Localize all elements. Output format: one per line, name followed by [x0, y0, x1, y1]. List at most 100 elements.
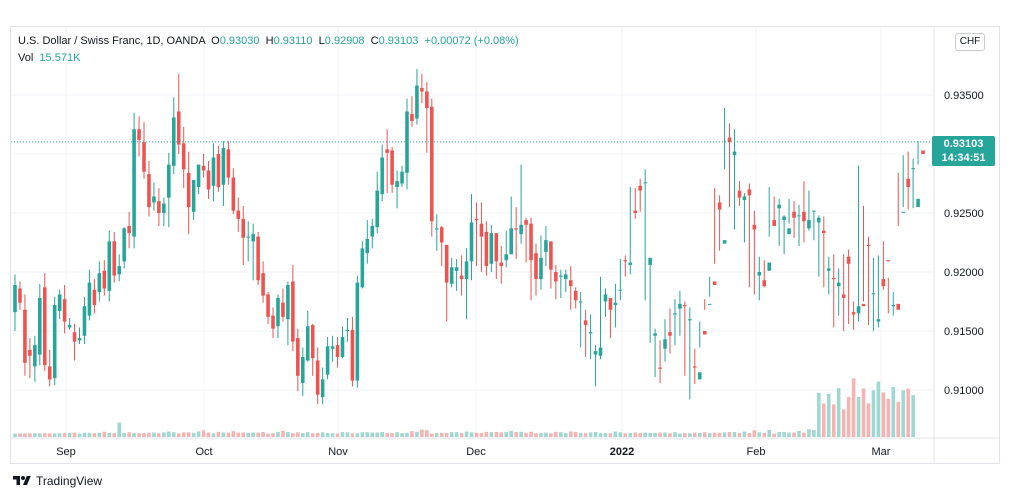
high-value: 0.93110: [273, 35, 313, 47]
volume-bar: [28, 433, 32, 437]
time-axis[interactable]: Sep Oct Nov Dec 2022 Feb Mar: [56, 446, 891, 458]
candle-body: [231, 177, 236, 211]
volume-bar: [797, 431, 801, 437]
volume-bar: [400, 432, 404, 437]
last-price-value: 0.93103: [943, 138, 984, 150]
volume-bar: [330, 433, 335, 437]
volume-bar: [320, 432, 325, 437]
volume-bar: [176, 433, 181, 437]
volume-bar: [891, 386, 896, 437]
volume-bar: [911, 395, 915, 437]
candle-body: [206, 170, 211, 190]
volume-bar: [395, 432, 399, 437]
candle-body: [236, 210, 241, 219]
candle-body: [886, 260, 891, 262]
candle-body: [72, 332, 77, 342]
candle-body: [454, 267, 459, 271]
volume-bar: [410, 431, 414, 437]
volume-bar: [256, 432, 260, 437]
candle-body: [67, 325, 72, 328]
volume-bar: [474, 432, 479, 437]
volume-bar: [281, 430, 285, 437]
candle-body: [583, 320, 588, 326]
volume-bar: [752, 430, 757, 437]
candle-body: [643, 182, 647, 184]
volume-bar: [276, 431, 280, 437]
price-axis[interactable]: 0.91000 0.91500 0.92000 0.92500 0.93500: [944, 90, 984, 397]
currency-label[interactable]: CHF: [955, 33, 985, 51]
volume-bar: [643, 432, 647, 437]
volume-bar: [539, 433, 543, 437]
candle-body: [62, 299, 67, 322]
tradingview-brand[interactable]: TradingView: [12, 474, 102, 488]
volume-bar: [405, 432, 409, 437]
volume-bar: [529, 431, 533, 437]
change-value: +0.00072 (+0.08%): [424, 35, 519, 47]
volume-bar: [568, 431, 573, 437]
candle-body: [23, 309, 27, 363]
candle-body: [603, 294, 608, 302]
volume-bars: [13, 378, 915, 437]
candle-body: [921, 150, 925, 154]
candle-body: [340, 336, 345, 357]
volume-bar: [638, 433, 642, 437]
candle-body: [47, 366, 52, 380]
candle-body: [147, 174, 151, 208]
candle-body: [127, 225, 131, 234]
candle-body: [162, 203, 166, 213]
candle-body: [459, 275, 464, 280]
volume-bar: [246, 432, 250, 437]
volume-bar: [648, 432, 652, 437]
candle-body: [13, 284, 17, 313]
candle-body: [841, 294, 846, 298]
candle-body: [628, 262, 633, 265]
candle-body: [390, 150, 394, 185]
symbol-title[interactable]: U.S. Dollar / Swiss Franc, 1D, OANDA: [18, 35, 206, 47]
candle-body: [52, 305, 57, 379]
volume-bar: [291, 433, 295, 437]
low-label: L: [318, 35, 325, 47]
volume-bar: [464, 431, 469, 437]
candle-body: [792, 211, 796, 218]
candle-body: [296, 338, 300, 376]
volume-bar: [727, 432, 732, 437]
volume-bar: [350, 433, 355, 437]
volume-bar: [514, 432, 518, 437]
volume-bar: [851, 378, 856, 437]
candle-body: [826, 268, 831, 271]
volume-bar: [107, 432, 112, 437]
candle-body: [588, 332, 593, 334]
volume-bar: [67, 433, 72, 437]
candle-body: [469, 222, 474, 262]
volume-bar: [583, 433, 588, 437]
volume-label[interactable]: Vol: [18, 52, 34, 64]
candle-body: [350, 329, 355, 381]
volume-bar: [787, 432, 791, 437]
candle-body: [152, 196, 156, 203]
volume-bar: [449, 432, 454, 437]
volume-bar: [33, 433, 37, 437]
candle-body: [851, 312, 856, 315]
volume-bar: [345, 432, 350, 437]
volume-bar: [628, 432, 633, 437]
volume-bar: [856, 396, 861, 437]
chart-pane[interactable]: [10, 26, 1000, 464]
volume-bar: [563, 433, 568, 437]
candle-body: [702, 331, 707, 335]
volume-bar: [683, 433, 687, 437]
volume-bar: [390, 433, 394, 437]
volume-bar: [876, 381, 881, 437]
candle-body: [539, 257, 543, 280]
volume-bar: [817, 392, 821, 437]
volume-bar: [658, 432, 662, 437]
volume-bar: [355, 433, 360, 437]
candle-body: [335, 345, 340, 357]
candle-body: [122, 228, 126, 262]
candle-body: [82, 306, 87, 336]
volume-bar: [762, 432, 767, 437]
volume-bar: [509, 431, 513, 437]
volume-bar: [62, 433, 67, 437]
volume-bar: [544, 432, 548, 437]
volume-bar: [271, 433, 275, 437]
